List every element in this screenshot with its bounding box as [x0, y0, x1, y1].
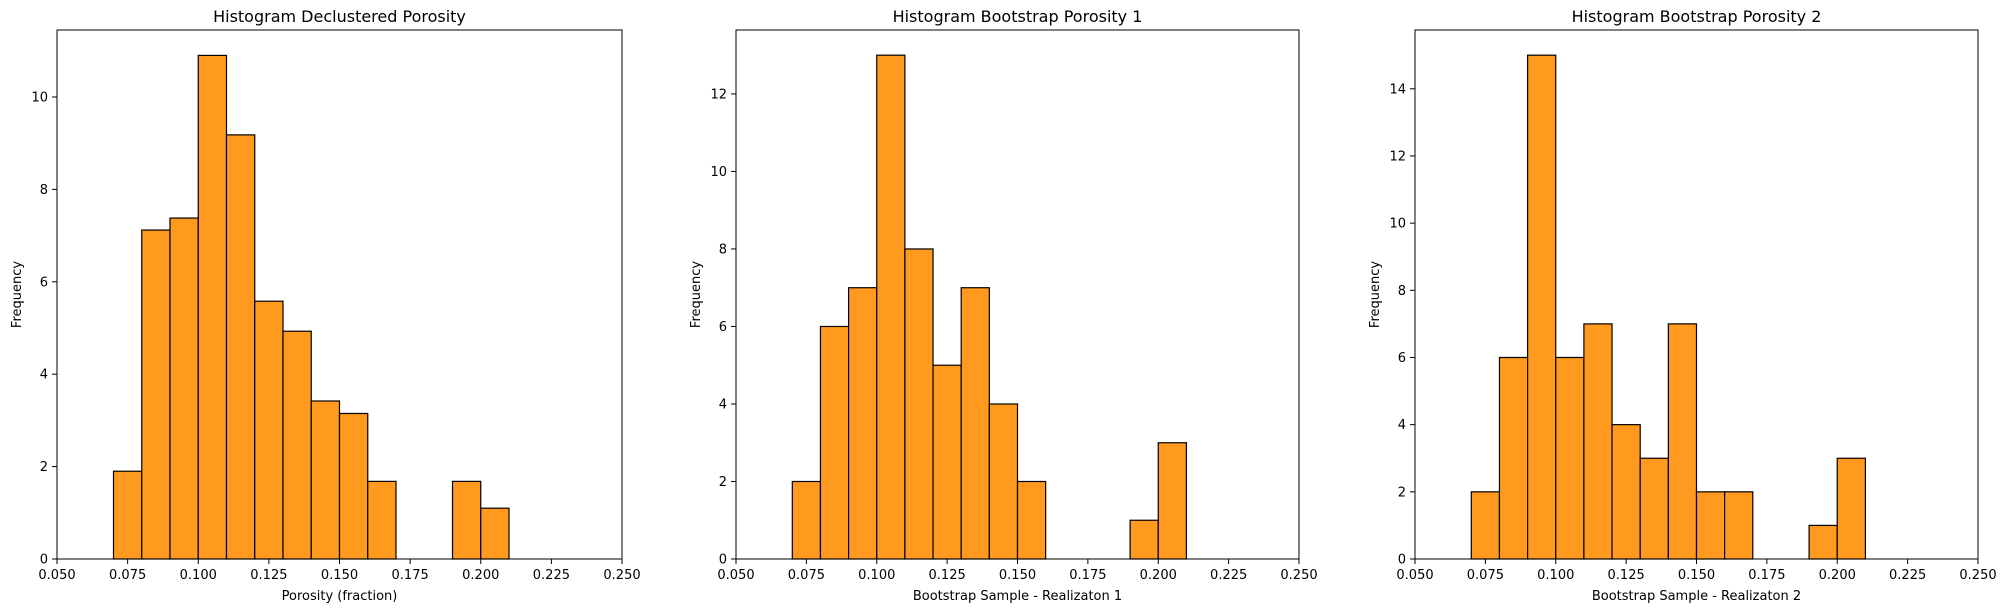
y-axis-label: Frequency — [10, 261, 25, 328]
x-tick-label: 0.250 — [603, 568, 640, 583]
histogram-bar — [876, 54, 906, 560]
chart-title: Histogram Bootstrap Porosity 2 — [1572, 7, 1822, 26]
histogram-bar — [451, 480, 482, 560]
y-tick-label: 8 — [719, 242, 727, 257]
histogram-bar — [1157, 442, 1187, 560]
y-tick-label: 6 — [40, 275, 48, 290]
x-tick-label: 0.150 — [1678, 568, 1715, 583]
x-axis-label: Porosity (fraction) — [282, 589, 398, 604]
histogram-bar — [197, 54, 228, 560]
x-tick-label: 0.150 — [321, 568, 358, 583]
histogram-bar — [141, 229, 171, 560]
histogram-bar — [112, 470, 143, 560]
chart-title: Histogram Bootstrap Porosity 1 — [893, 7, 1143, 26]
histogram-bar — [960, 287, 990, 560]
x-tick-label: 0.100 — [858, 568, 895, 583]
x-tick-label: 0.200 — [462, 568, 499, 583]
histogram-bar — [1470, 491, 1501, 560]
x-tick-label: 0.125 — [1608, 568, 1645, 583]
histogram-bar — [169, 217, 199, 560]
histogram-bar — [988, 403, 1019, 560]
histogram-bar — [338, 412, 369, 560]
histogram-bar — [1639, 457, 1669, 560]
chart-panel-2: 0.050 0.075 0.100 0.125 0.150 0.175 0.200 0.225… — [689, 7, 1318, 604]
histogram-bar — [791, 480, 822, 560]
y-tick-label: 4 — [1398, 418, 1406, 433]
y-axis-label: Frequency — [1368, 261, 1383, 328]
histogram-bar — [1667, 323, 1698, 560]
histogram-bar — [1695, 491, 1726, 560]
chart-panel-1: 0.050 0.075 0.100 0.125 0.150 0.175 0.200 0.225… — [10, 7, 641, 604]
y-tick-label: 10 — [31, 90, 48, 105]
y-tick-label: 12 — [1389, 149, 1406, 164]
y-tick-label: 2 — [719, 475, 727, 490]
x-tick-label: 0.050 — [717, 568, 754, 583]
histogram-bar — [225, 134, 256, 560]
histogram-bar — [1724, 491, 1754, 560]
y-tick-label: 6 — [1398, 351, 1406, 366]
x-tick-label: 0.075 — [788, 568, 825, 583]
x-tick-label: 0.250 — [1959, 568, 1996, 583]
x-tick-label: 0.100 — [1537, 568, 1574, 583]
x-tick-label: 0.200 — [1140, 568, 1177, 583]
histogram-bar — [819, 325, 850, 560]
histogram-bar — [1526, 54, 1557, 560]
x-axis-label: Bootstrap Sample - Realizaton 2 — [1592, 589, 1801, 604]
histogram-bar — [1836, 457, 1866, 560]
histogram-bar — [282, 330, 312, 560]
histogram-bar — [480, 507, 510, 560]
x-tick-label: 0.150 — [999, 568, 1036, 583]
chart-title: Histogram Declustered Porosity — [213, 7, 466, 26]
x-tick-label: 0.175 — [392, 568, 429, 583]
histogram-bar — [367, 480, 397, 560]
histogram-bar — [1611, 424, 1641, 560]
x-tick-label: 0.175 — [1748, 568, 1785, 583]
y-tick-label: 10 — [710, 165, 727, 180]
histogram-bar — [254, 300, 284, 560]
x-tick-label: 0.225 — [1210, 568, 1247, 583]
x-tick-label: 0.200 — [1819, 568, 1856, 583]
histogram-bar — [1808, 524, 1838, 560]
y-tick-label: 10 — [1389, 217, 1406, 232]
y-tick-label: 12 — [710, 87, 727, 102]
x-tick-label: 0.125 — [929, 568, 966, 583]
y-tick-label: 0 — [719, 553, 727, 568]
histogram-bar — [310, 400, 341, 560]
chart-panel-3: 0.050 0.075 0.100 0.125 0.150 0.175 0.200 0.225… — [1368, 7, 1997, 604]
x-tick-label: 0.075 — [109, 568, 146, 583]
histogram-bar — [1129, 519, 1159, 560]
x-tick-label: 0.175 — [1069, 568, 1106, 583]
y-axis-label: Frequency — [689, 261, 704, 328]
y-tick-label: 14 — [1389, 82, 1406, 97]
histogram-bar — [1555, 356, 1585, 560]
y-tick-label: 6 — [719, 320, 727, 335]
y-tick-label: 2 — [1398, 485, 1406, 500]
x-axis-label: Bootstrap Sample - Realizaton 1 — [913, 589, 1122, 604]
histogram-bar — [904, 248, 934, 560]
x-tick-label: 0.125 — [250, 568, 287, 583]
y-tick-label: 8 — [1398, 284, 1406, 299]
y-tick-label: 8 — [40, 183, 48, 198]
x-tick-label: 0.225 — [1889, 568, 1926, 583]
x-tick-label: 0.250 — [1280, 568, 1317, 583]
histogram-bar — [932, 364, 962, 560]
histogram-bar — [847, 287, 878, 560]
x-tick-label: 0.050 — [1396, 568, 1433, 583]
y-tick-label: 0 — [1398, 553, 1406, 568]
histogram-bar — [1016, 480, 1047, 560]
x-tick-label: 0.100 — [180, 568, 217, 583]
histogram-bar — [1498, 356, 1529, 560]
histogram-bar — [1583, 323, 1613, 560]
y-tick-label: 4 — [40, 368, 48, 383]
y-tick-label: 4 — [719, 397, 727, 412]
y-tick-label: 2 — [40, 460, 48, 475]
x-tick-label: 0.225 — [533, 568, 570, 583]
x-tick-label: 0.050 — [38, 568, 75, 583]
x-tick-label: 0.075 — [1467, 568, 1504, 583]
y-tick-label: 0 — [40, 553, 48, 568]
